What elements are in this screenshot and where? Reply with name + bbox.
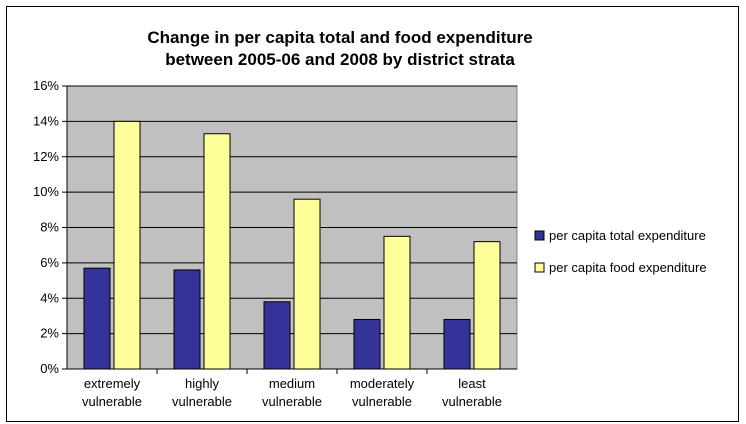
bar-total-4 — [443, 318, 471, 370]
y-tick-label: 4% — [40, 290, 59, 305]
bar-food-3 — [383, 235, 411, 370]
y-tick-label: 6% — [40, 255, 59, 270]
x-category-label: vulnerable — [82, 394, 142, 409]
bar-food-2 — [293, 198, 321, 370]
plot-area: 0% 2% 4% 6% 8% 10% 12% 14% 16% extremely vulnerabl… — [33, 78, 518, 409]
chart: Change in per capita total and food expe… — [33, 28, 707, 409]
y-tick-label: 16% — [33, 78, 59, 93]
y-tick-label: 14% — [33, 113, 59, 128]
bar-food-1 — [203, 133, 231, 370]
legend: per capita total expenditure per capita f… — [534, 228, 707, 275]
y-tick-label: 12% — [33, 149, 59, 164]
x-category-label: medium — [269, 376, 315, 391]
x-category-label: least — [458, 376, 486, 391]
x-category-label: highly — [185, 376, 219, 391]
bar-total-1 — [173, 269, 201, 370]
chart-frame: Change in per capita total and food expe… — [6, 6, 739, 422]
legend-swatch — [534, 262, 545, 273]
bar-food-4 — [473, 241, 501, 370]
y-tick-label: 0% — [40, 361, 59, 376]
legend-label: per capita total expenditure — [549, 228, 706, 243]
legend-swatch — [534, 230, 545, 241]
x-category-label: vulnerable — [352, 394, 412, 409]
x-category-label: moderately — [350, 376, 415, 391]
y-tick-label: 10% — [33, 184, 59, 199]
chart-title-line-1: Change in per capita total and food expe… — [147, 28, 532, 47]
bar-total-0 — [83, 267, 111, 370]
x-category-label: vulnerable — [262, 394, 322, 409]
chart-title-line-2: between 2005-06 and 2008 by district str… — [165, 50, 515, 69]
y-tick-label: 8% — [40, 220, 59, 235]
x-category-label: vulnerable — [172, 394, 232, 409]
bar-total-2 — [263, 301, 291, 370]
legend-label: per capita food expenditure — [549, 260, 707, 275]
x-category-label: vulnerable — [442, 394, 502, 409]
bar-total-3 — [353, 318, 381, 370]
y-tick-label: 2% — [40, 326, 59, 341]
bar-food-0 — [113, 120, 141, 370]
x-category-label: extremely — [84, 376, 141, 391]
